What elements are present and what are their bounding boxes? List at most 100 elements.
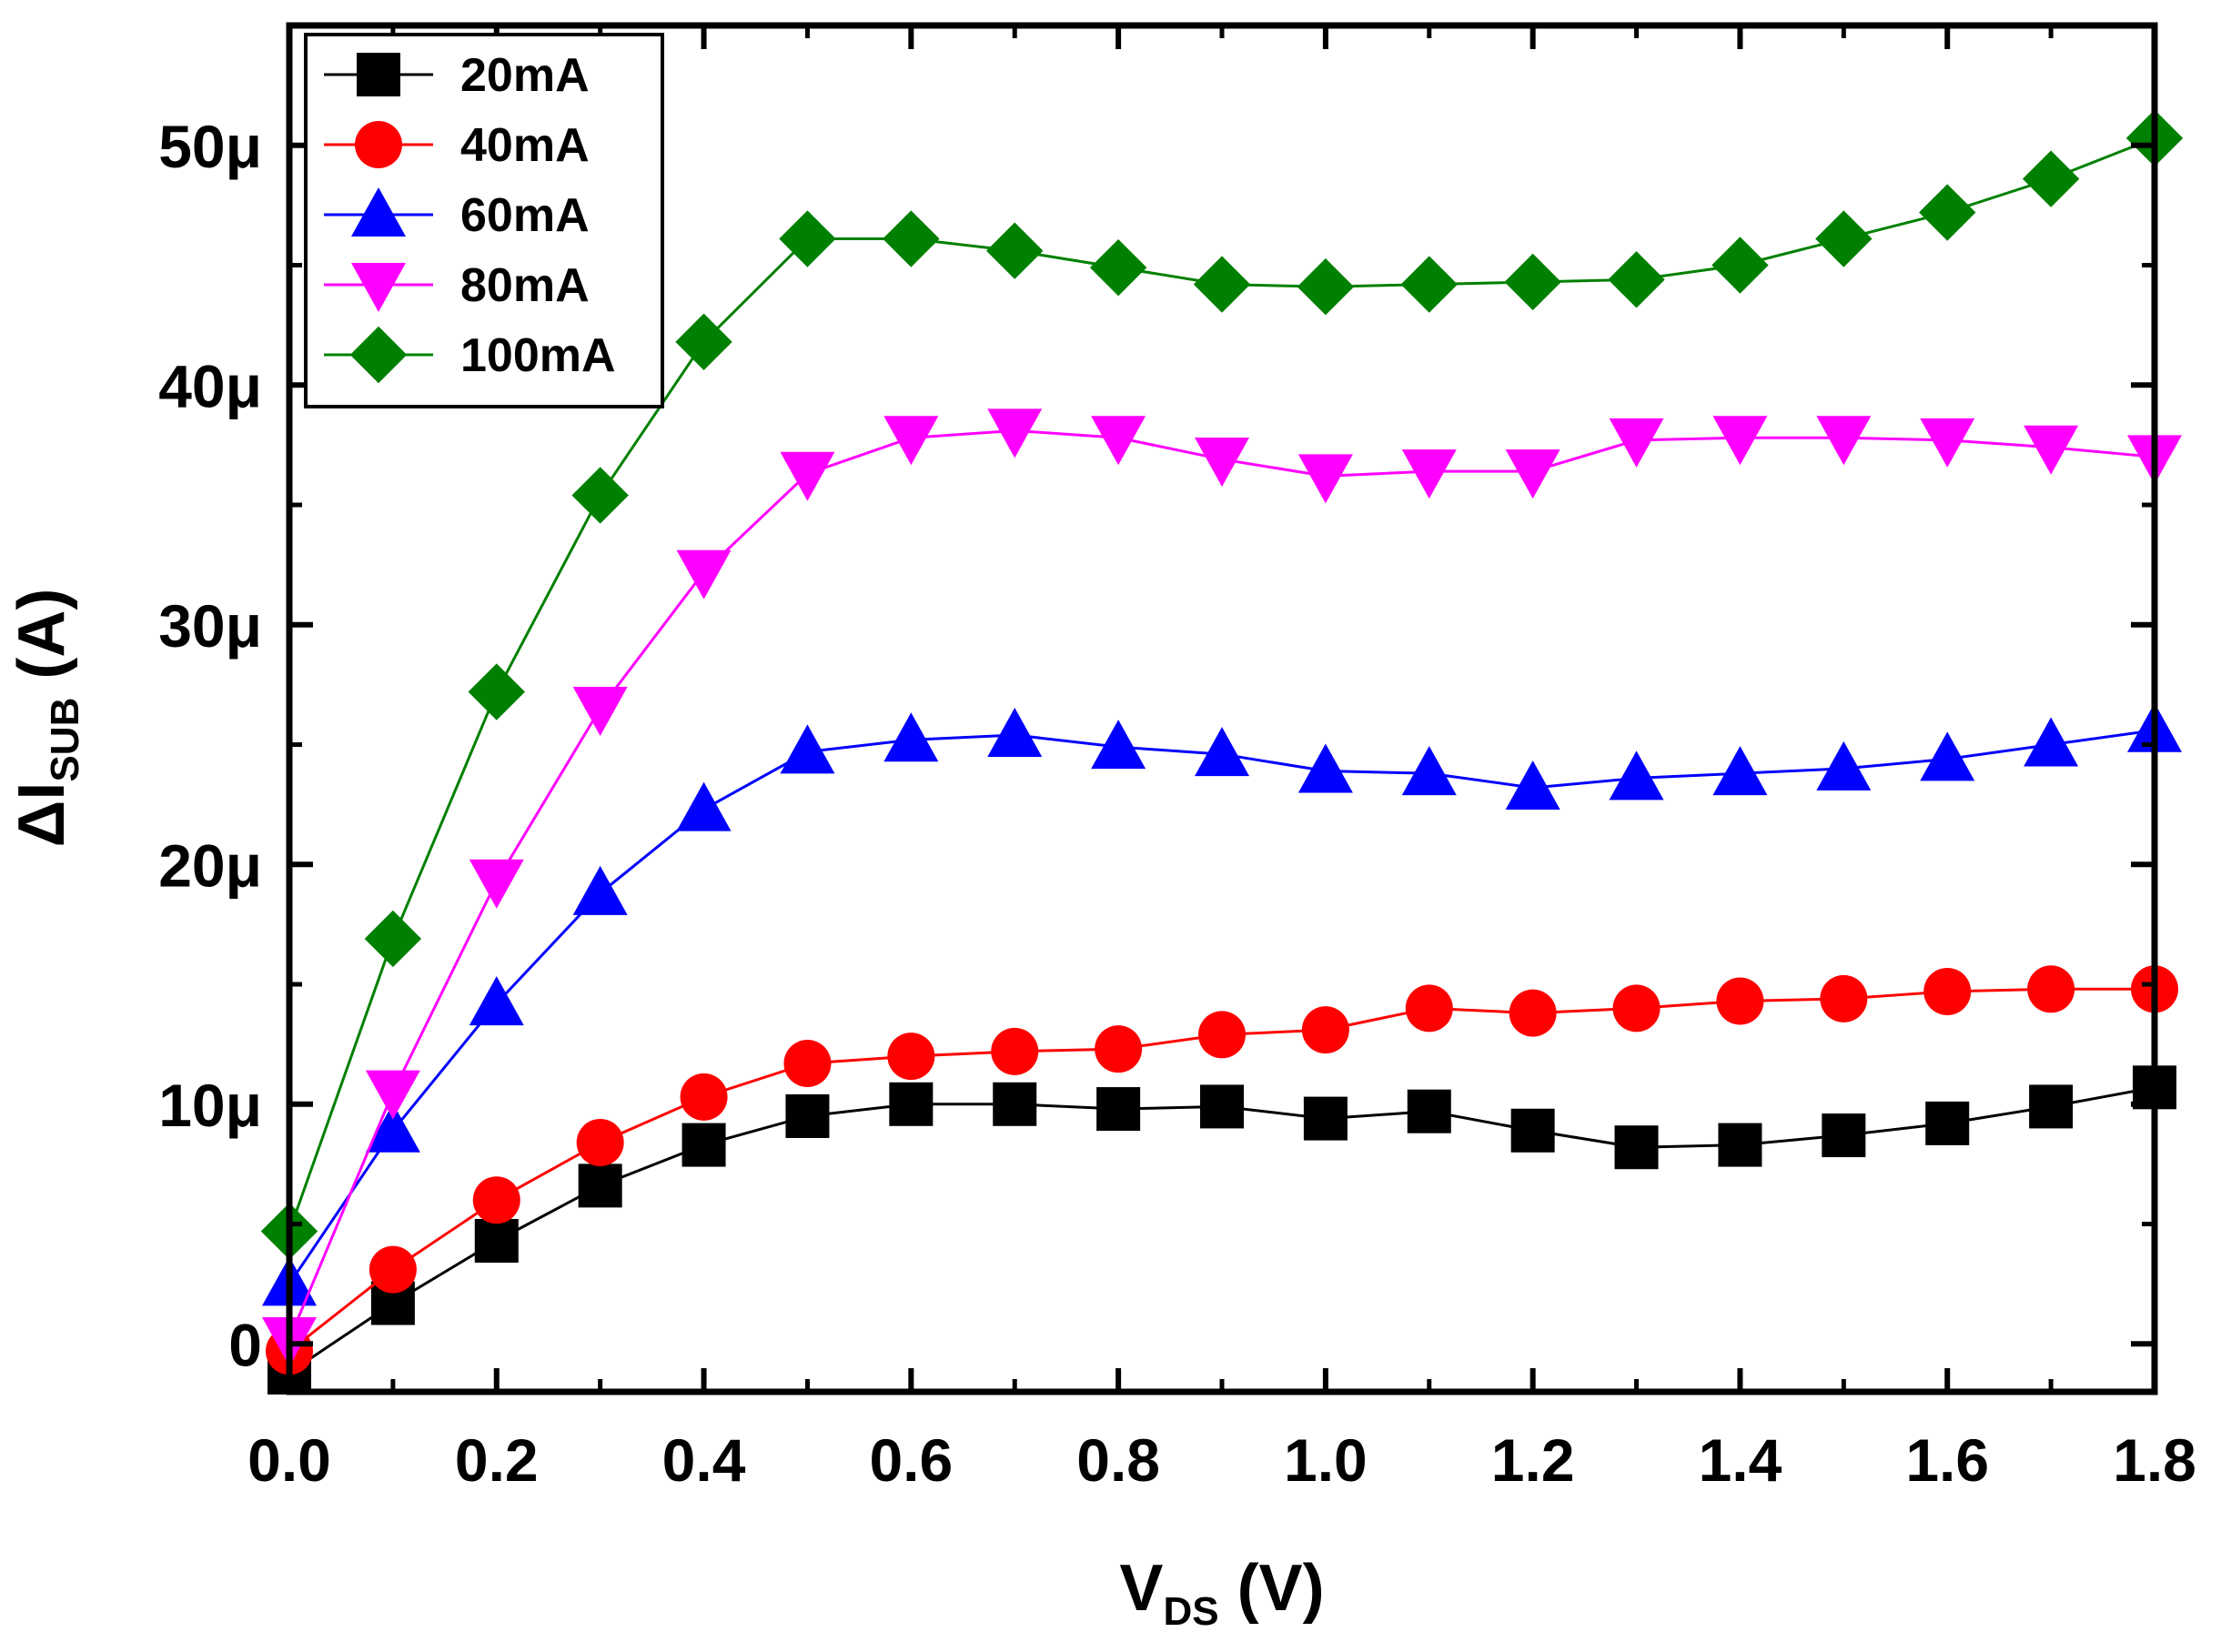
data-point-60mA-10: [1297, 743, 1353, 793]
data-point-60mA-17: [2024, 717, 2079, 767]
y-tick-label: 30μ: [158, 592, 262, 660]
legend-marker: [351, 263, 406, 312]
data-point-40mA-4: [680, 1073, 728, 1121]
data-point-100mA-9: [1193, 256, 1251, 313]
data-point-40mA-2: [472, 1176, 520, 1224]
x-tick-label: 1.8: [2113, 1426, 2196, 1494]
data-point-80mA-9: [1195, 437, 1249, 487]
data-point-100mA-2: [468, 663, 525, 720]
data-point-40mA-12: [1509, 989, 1557, 1037]
x-tick-label: 1.6: [1905, 1426, 1989, 1494]
data-point-20mA-14: [1718, 1123, 1762, 1167]
data-point-100mA-10: [1297, 258, 1355, 316]
data-point-20mA-12: [1510, 1108, 1555, 1153]
data-point-60mA-8: [1091, 720, 1146, 770]
data-point-80mA-16: [1920, 418, 1975, 468]
data-point-60mA-2: [469, 976, 524, 1026]
data-point-60mA-5: [780, 724, 835, 774]
x-tick-label: 0.4: [662, 1426, 746, 1494]
legend-item-80mA: 80mA: [324, 259, 590, 312]
data-point-60mA-13: [1609, 750, 1664, 801]
data-point-60mA-6: [883, 712, 939, 762]
data-point-80mA-6: [883, 416, 939, 466]
x-tick-label: 1.2: [1491, 1426, 1575, 1494]
data-point-100mA-17: [2022, 150, 2080, 207]
ticks-layer: 0.0 0.2 0.4 0.6 0.8 1.0 1.2 1.4 1.6 1.8 0 10μ 20μ 30μ…: [158, 23, 2196, 1494]
data-point-60mA-3: [572, 865, 628, 915]
legend-marker: [349, 326, 408, 384]
legend: 20mA 40mA 60mA 80mA 100mA: [304, 33, 664, 408]
data-point-40mA-10: [1301, 1006, 1349, 1054]
y-axis-title-unit: (A): [5, 589, 78, 698]
data-point-80mA-8: [1091, 416, 1146, 466]
data-point-80mA-10: [1297, 454, 1353, 504]
legend-marker: [351, 187, 406, 237]
x-tick-label: 1.4: [1699, 1426, 1782, 1494]
series-80mA: [262, 408, 2182, 1367]
y-tick-label: 20μ: [158, 831, 262, 899]
data-point-100mA-1: [364, 910, 422, 968]
legend-label: 40mA: [460, 119, 590, 172]
legend-item-40mA: 40mA: [324, 119, 590, 172]
data-point-40mA-5: [783, 1039, 832, 1087]
y-axis-title: ΔISUB (A): [5, 589, 87, 848]
data-point-60mA-7: [987, 707, 1043, 757]
data-point-40mA-16: [1923, 967, 1972, 1015]
data-point-40mA-1: [368, 1245, 417, 1294]
legend-label: 80mA: [460, 259, 590, 312]
data-point-100mA-3: [571, 467, 629, 524]
data-point-40mA-7: [991, 1027, 1039, 1075]
data-point-100mA-13: [1608, 251, 1665, 308]
data-point-80mA-15: [1816, 416, 1872, 466]
data-point-60mA-1: [365, 1103, 420, 1153]
y-tick-label: 50μ: [158, 113, 262, 180]
data-point-20mA-5: [785, 1093, 830, 1138]
legend-item-20mA: 20mA: [324, 49, 590, 102]
x-axis-title-main: V: [1119, 1552, 1163, 1625]
data-point-60mA-16: [1920, 731, 1975, 781]
y-tick-label: 0: [228, 1311, 262, 1378]
x-tick-label: 0.2: [455, 1426, 539, 1494]
data-point-40mA-3: [576, 1118, 624, 1166]
data-point-100mA-14: [1711, 237, 1769, 294]
data-point-100mA-16: [1919, 184, 1976, 241]
data-point-60mA-12: [1505, 760, 1560, 810]
data-point-40mA-14: [1716, 977, 1764, 1025]
data-point-80mA-4: [676, 549, 732, 599]
data-point-80mA-1: [365, 1070, 420, 1120]
data-point-40mA-11: [1405, 984, 1453, 1032]
data-point-100mA-11: [1400, 256, 1458, 313]
data-point-20mA-3: [578, 1163, 622, 1208]
x-tick-label: 1.0: [1284, 1426, 1368, 1494]
data-point-60mA-14: [1712, 746, 1768, 796]
legend-marker: [357, 53, 400, 96]
data-point-100mA-7: [986, 222, 1044, 279]
x-axis-title-unit: (V): [1219, 1552, 1325, 1625]
data-point-40mA-17: [2027, 965, 2075, 1013]
data-point-80mA-13: [1609, 418, 1664, 468]
data-point-80mA-5: [780, 451, 835, 501]
data-point-100mA-12: [1504, 253, 1561, 311]
data-point-80mA-14: [1712, 416, 1768, 466]
data-point-20mA-2: [474, 1218, 519, 1263]
x-tick-label: 0.6: [869, 1426, 953, 1494]
data-point-20mA-4: [681, 1123, 726, 1167]
data-point-20mA-15: [1822, 1113, 1866, 1158]
data-point-40mA-15: [1820, 974, 1868, 1022]
series-40mA: [266, 965, 2178, 1375]
series-layer: [260, 109, 2184, 1395]
data-point-100mA-4: [675, 313, 732, 371]
data-point-80mA-17: [2024, 425, 2079, 475]
data-point-100mA-15: [1815, 210, 1873, 267]
data-point-20mA-13: [1614, 1125, 1659, 1170]
data-point-20mA-10: [1303, 1096, 1348, 1141]
data-point-20mA-6: [889, 1082, 934, 1126]
data-point-80mA-2: [469, 859, 524, 909]
x-tick-label: 0.8: [1076, 1426, 1160, 1494]
legend-label: 100mA: [460, 329, 616, 382]
data-point-40mA-13: [1612, 984, 1661, 1032]
data-point-80mA-12: [1505, 449, 1560, 499]
x-axis-title: VDS (V): [1119, 1552, 1324, 1634]
